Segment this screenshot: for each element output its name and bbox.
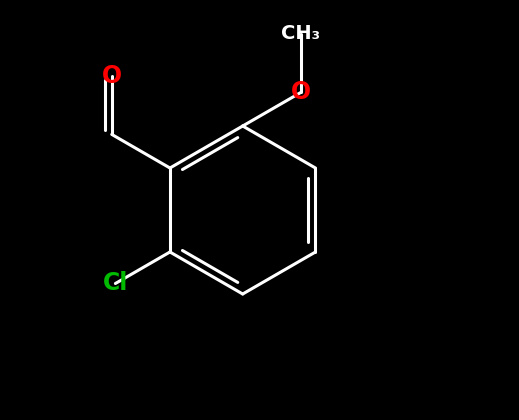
Text: O: O: [102, 63, 122, 88]
Text: Cl: Cl: [103, 271, 128, 296]
Text: CH₃: CH₃: [281, 24, 320, 43]
Text: O: O: [291, 80, 311, 105]
